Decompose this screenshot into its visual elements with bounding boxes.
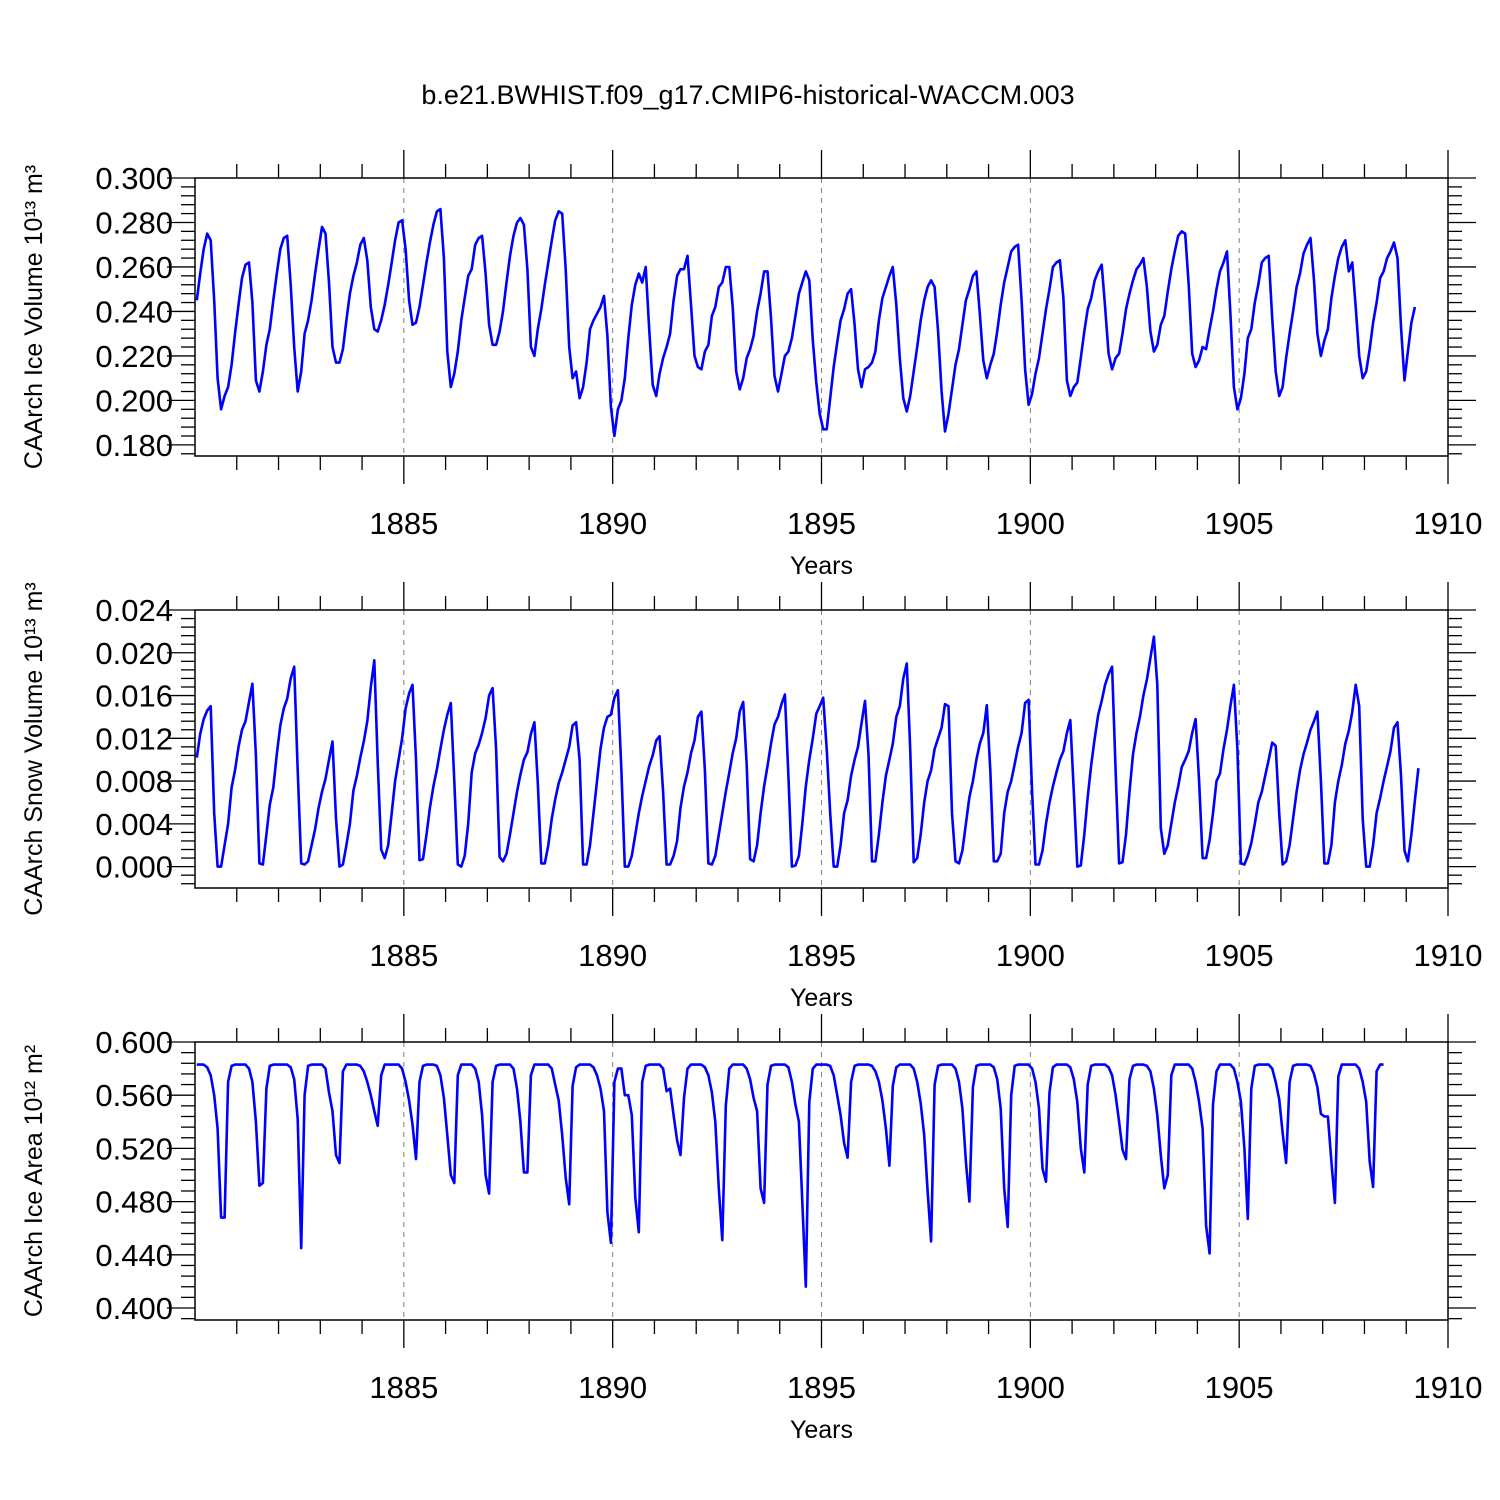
y-tick-label: 0.400	[95, 1291, 173, 1326]
y-axis-title: CAArch Ice Volume 10¹³ m³	[20, 165, 48, 469]
plot-frame	[194, 609, 1449, 889]
chart-panel-1: 0.180 0.200 0.220 0.240 0.260 0.280 0.300 1885 1…	[20, 150, 1482, 580]
y-tick-label: 0.220	[95, 339, 173, 374]
x-tick-label: 1885	[369, 1370, 438, 1405]
x-tick-label: 1905	[1205, 506, 1274, 541]
plot-frame	[194, 1041, 1449, 1321]
x-tick-label: 1890	[578, 938, 647, 973]
x-tick-label: 1900	[996, 506, 1065, 541]
y-tick-label: 0.480	[95, 1185, 173, 1220]
chart-panel-3: 0.400 0.440 0.480 0.520 0.560 0.600 1885 1890 18…	[20, 1014, 1482, 1444]
x-tick-label: 1905	[1205, 938, 1274, 973]
y-tick-label: 0.560	[95, 1078, 173, 1113]
y-tick-label: 0.020	[95, 636, 173, 671]
y-axis-title: CAArch Ice Area 10¹² m²	[20, 1045, 48, 1317]
x-axis-title: Years	[790, 552, 853, 580]
y-tick-label: 0.004	[95, 807, 173, 842]
plot-frame	[194, 177, 1449, 457]
y-tick-label: 0.240	[95, 294, 173, 329]
y-tick-label: 0.008	[95, 764, 173, 799]
y-tick-label: 0.440	[95, 1238, 173, 1273]
y-tick-label: 0.280	[95, 205, 173, 240]
x-tick-label: 1885	[369, 506, 438, 541]
y-tick-label: 0.016	[95, 679, 173, 714]
x-tick-label: 1900	[996, 938, 1065, 973]
y-tick-label: 0.024	[95, 593, 173, 628]
series-line-1	[195, 207, 1417, 438]
x-tick-label: 1910	[1414, 506, 1483, 541]
y-tick-label: 0.012	[95, 721, 173, 756]
x-axis-title: Years	[790, 1416, 853, 1444]
x-tick-label: 1910	[1414, 938, 1483, 973]
y-tick-label: 0.200	[95, 383, 173, 418]
y-tick-label: 0.000	[95, 850, 173, 885]
chart-panel-2: 0.000 0.004 0.008 0.012 0.016 0.020 0.024 1885 1…	[20, 582, 1482, 1012]
x-tick-label: 1890	[578, 1370, 647, 1405]
series-line-1	[196, 1063, 1384, 1288]
y-tick-label: 0.520	[95, 1131, 173, 1166]
x-tick-label: 1910	[1414, 1370, 1483, 1405]
series-line-1	[195, 635, 1420, 868]
y-axis-title: CAArch Snow Volume 10¹³ m³	[20, 582, 48, 915]
chart-title: b.e21.BWHIST.f09_g17.CMIP6-historical-WA…	[421, 80, 1074, 110]
chart-panels: 0.180 0.200 0.220 0.240 0.260 0.280 0.300 1885 1…	[20, 150, 1482, 1444]
x-tick-label: 1905	[1205, 1370, 1274, 1405]
y-tick-label: 0.180	[95, 428, 173, 463]
x-tick-label: 1895	[787, 938, 856, 973]
y-tick-label: 0.260	[95, 250, 173, 285]
y-tick-label: 0.300	[95, 161, 173, 196]
x-tick-label: 1890	[578, 506, 647, 541]
x-tick-label: 1900	[996, 1370, 1065, 1405]
x-axis-title: Years	[790, 984, 853, 1012]
x-tick-label: 1895	[787, 506, 856, 541]
y-tick-label: 0.600	[95, 1025, 173, 1060]
x-tick-label: 1895	[787, 1370, 856, 1405]
x-tick-label: 1885	[369, 938, 438, 973]
